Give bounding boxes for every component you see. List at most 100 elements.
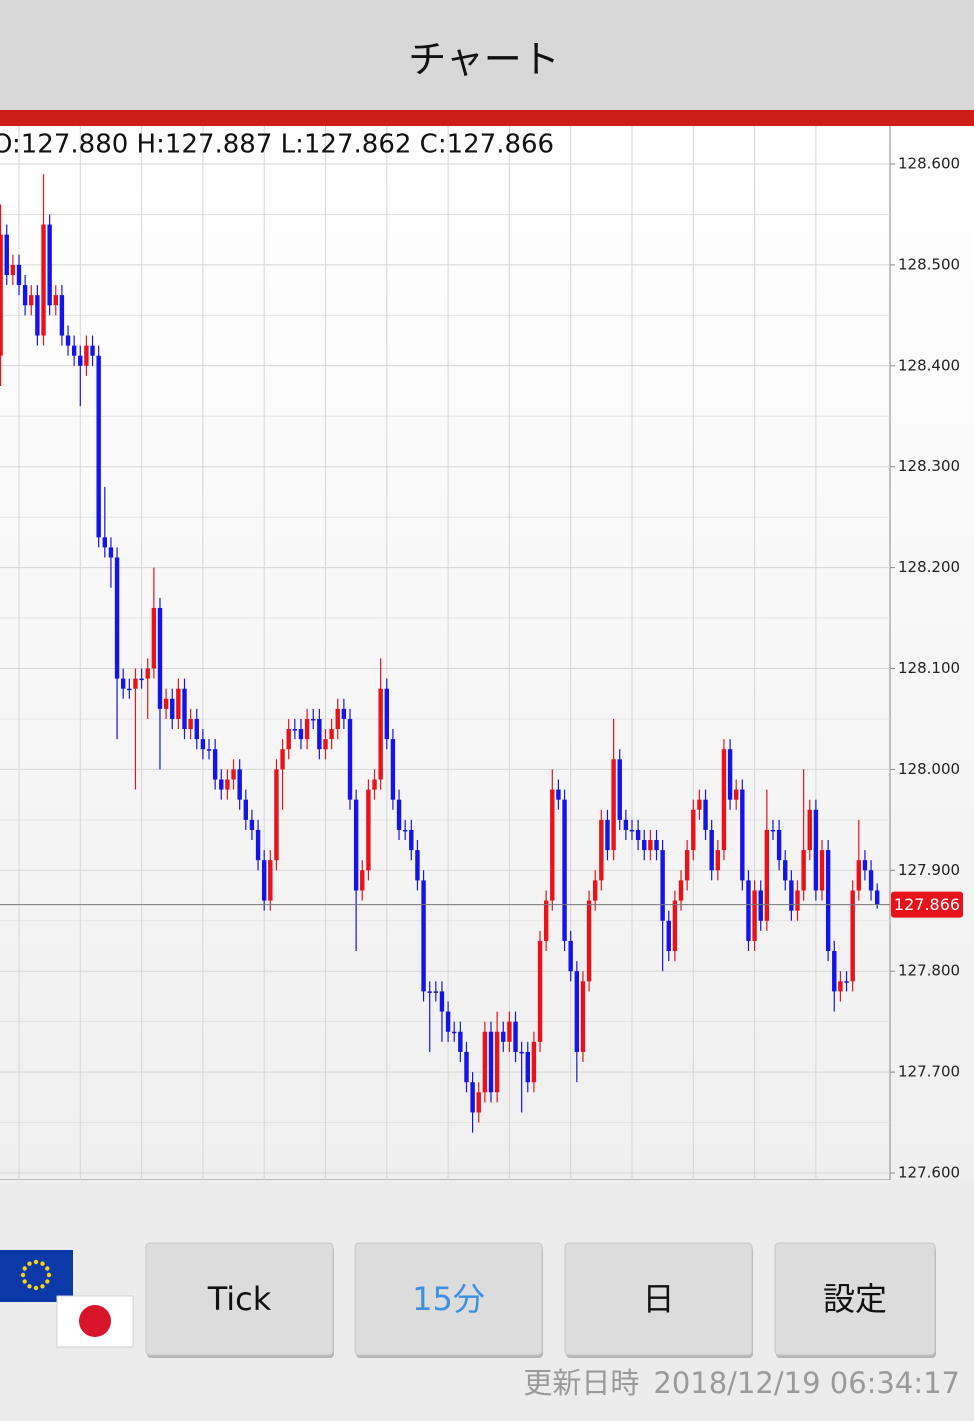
candle-body <box>317 718 322 750</box>
candle-body <box>396 799 402 830</box>
candle-body <box>292 729 298 731</box>
candle-body <box>445 1011 451 1032</box>
candle-body <box>727 749 733 800</box>
candle-body <box>114 557 120 679</box>
candle-body <box>617 759 622 820</box>
candle-body <box>415 850 420 881</box>
period-button[interactable] <box>774 1242 936 1356</box>
candle-body <box>537 940 543 1042</box>
candle-body <box>409 829 414 851</box>
candle-body <box>452 1031 457 1034</box>
candle-body <box>121 678 126 689</box>
candle-body <box>274 769 279 861</box>
candle-body <box>366 789 371 871</box>
candle-body <box>219 779 224 790</box>
candle-body <box>280 749 285 770</box>
candle-body <box>562 799 567 941</box>
currency-flags <box>0 1250 134 1348</box>
candle-body <box>71 345 77 356</box>
candles <box>0 174 890 1133</box>
screen-title: チャート <box>408 38 560 82</box>
candle-body <box>531 1041 537 1083</box>
candle-body <box>746 880 751 941</box>
candle-body <box>721 749 727 851</box>
candle-body <box>372 779 377 790</box>
candle-body <box>268 860 273 901</box>
candle-body <box>41 224 46 336</box>
period-button[interactable] <box>564 1242 753 1356</box>
candle-body <box>770 829 776 832</box>
candle-body <box>390 739 396 800</box>
candle-body <box>580 981 586 1052</box>
period-button[interactable] <box>145 1242 334 1356</box>
y-tick-label: 128.600 <box>898 155 960 173</box>
candle-body <box>488 1031 494 1093</box>
candle-body <box>611 759 616 851</box>
candle-body <box>255 829 261 861</box>
candle-body <box>139 678 144 681</box>
candle-body <box>758 890 763 921</box>
candle-body <box>586 900 592 982</box>
candle-body <box>819 850 825 891</box>
candle-body <box>795 890 800 911</box>
footer-label: 更新日時 <box>523 1366 639 1400</box>
period-button-label[interactable]: 日 <box>642 1280 674 1318</box>
y-tick-label: 127.700 <box>898 1063 960 1081</box>
candle-body <box>182 688 187 730</box>
candle-body <box>311 718 316 721</box>
candle-body <box>304 718 310 740</box>
accent-bar <box>0 110 974 126</box>
candle-body <box>832 951 837 992</box>
period-button[interactable] <box>354 1242 543 1356</box>
last-price-label: 127.866 <box>894 895 960 914</box>
candle-body <box>433 991 439 993</box>
period-button-label[interactable]: 15分 <box>412 1280 485 1318</box>
period-buttons: Tick 15分 日 設定 <box>145 1242 936 1358</box>
candle-body <box>10 264 16 275</box>
candle-body <box>593 880 598 901</box>
candle-body <box>691 809 696 851</box>
candle-body <box>678 880 684 901</box>
candle-body <box>697 799 702 810</box>
candle-body <box>543 900 549 941</box>
candle-body <box>298 729 304 740</box>
candle-body <box>84 345 89 366</box>
candle-body <box>838 981 843 992</box>
y-tick-label: 127.600 <box>898 1164 960 1182</box>
candle-body <box>464 1051 469 1083</box>
eu-flag <box>0 1250 73 1302</box>
candle-body <box>402 829 408 832</box>
jp-flag-disc <box>79 1305 111 1337</box>
candle-body <box>53 295 58 306</box>
y-tick-label: 127.800 <box>898 962 960 980</box>
candle-body <box>764 829 770 921</box>
candle-body <box>825 850 831 952</box>
candle-body <box>231 769 236 780</box>
period-button-label[interactable]: 設定 <box>823 1280 887 1318</box>
candle-body <box>550 789 555 901</box>
candle-body <box>427 991 432 993</box>
period-button-label[interactable]: Tick <box>207 1280 272 1318</box>
y-tick-label: 128.500 <box>898 255 960 273</box>
candle-body <box>35 295 40 336</box>
candle-body <box>96 355 101 538</box>
candle-body <box>47 224 52 306</box>
candle-body <box>102 537 108 548</box>
candle-body <box>157 607 163 709</box>
candle-body <box>844 981 849 983</box>
candle-body <box>519 1051 524 1054</box>
y-tick-label: 128.300 <box>898 457 960 475</box>
candle-body <box>78 355 83 366</box>
candle-body <box>642 840 647 851</box>
candle-body <box>574 971 580 1052</box>
candle-body <box>684 850 690 881</box>
candle-body <box>249 819 255 830</box>
candle-body <box>801 850 806 891</box>
y-tick-label: 127.900 <box>898 861 960 879</box>
candle-body <box>360 870 365 891</box>
candle-body <box>329 729 334 740</box>
candle-body <box>29 295 34 306</box>
candle-body <box>513 1021 518 1052</box>
